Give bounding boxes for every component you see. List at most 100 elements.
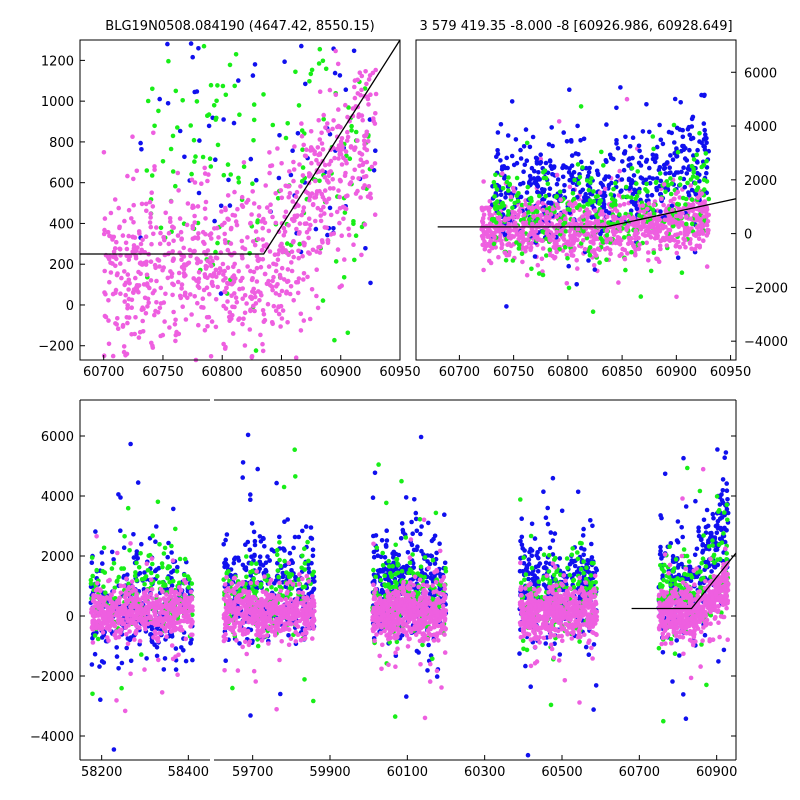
panel-bottom-point-pink (117, 606, 123, 612)
panel-top-right-point-blue (561, 188, 567, 194)
panel-top-left-point-green (323, 66, 329, 72)
panel-top-right-point-blue (681, 143, 686, 149)
panel-top-left-point-green (351, 219, 356, 224)
panel-top-left-x-axis: 60700 60750 60800 60850 60900 60950 (83, 355, 421, 380)
panel-top-left-point-pink (151, 231, 156, 237)
panel-top-left-point-green (200, 154, 206, 160)
panel-top-left-point-pink (352, 78, 358, 83)
panel-top-right-point-pink (557, 219, 563, 224)
panel-bottom-point-blue (308, 525, 314, 530)
panel-top-left-point-pink (320, 194, 326, 200)
panel-top-left-point-pink (308, 222, 313, 228)
panel-bottom-point-pink (99, 598, 104, 604)
panel-bottom-point-pink (183, 636, 189, 642)
panel-top-left-point-pink (343, 158, 348, 163)
panel-top-right-point-pink (499, 245, 504, 251)
panel-bottom-point-pink (131, 601, 136, 606)
panel-bottom-point-pink (238, 605, 243, 611)
panel-top-right-point-blue (498, 192, 504, 197)
panel-top-left-point-green (251, 138, 256, 143)
panel-top-left-point-green (250, 181, 255, 186)
panel-top-left-x-tick-label: 60700 (83, 365, 124, 380)
panel-top-left-point-pink (292, 144, 297, 149)
panel-top-left-point-pink (322, 188, 328, 193)
panel-bottom-point-blue (131, 532, 136, 537)
panel-top-left-point-pink (122, 218, 127, 224)
panel-top-right-point-pink (480, 242, 486, 248)
panel-bottom-point-pink (144, 561, 150, 566)
panel-top-left-point-green (317, 46, 323, 52)
panel-top-right-point-pink (564, 281, 570, 286)
panel-top-right-point-blue (621, 167, 627, 173)
panel-top-right-point-blue (636, 143, 642, 149)
panel-top-right-point-blue (543, 160, 549, 166)
panel-top-right-point-green (589, 176, 594, 181)
panel-top-left-point-pink (140, 305, 145, 311)
panel-bottom-point-pink (172, 620, 177, 626)
panel-top-right-point-pink (626, 235, 632, 241)
panel-top-right-point-pink (670, 220, 675, 225)
panel-bottom-point-pink (152, 613, 158, 618)
panel-top-left-point-pink (181, 271, 187, 276)
panel-bottom-point-green (119, 685, 124, 691)
panel-bottom-point-pink (109, 616, 115, 622)
panel-bottom-point-blue (310, 547, 316, 553)
panel-bottom-point-pink (296, 581, 302, 587)
panel-top-left-point-pink (233, 219, 239, 224)
panel-bottom-point-pink (133, 631, 139, 636)
panel-top-left-point-pink (187, 247, 193, 253)
panel-bottom-point-blue (183, 658, 189, 664)
panel-top-right-point-pink (617, 203, 623, 208)
panel-top-left-point-pink (261, 312, 267, 317)
panel-top-left-point-pink (296, 248, 301, 254)
panel-top-left-point-pink (295, 279, 301, 285)
panel-top-left-point-pink (301, 318, 307, 323)
panel-bottom-point-green (186, 585, 191, 590)
panel-top-left-point-pink (142, 295, 148, 301)
panel-top-right-point-pink (673, 244, 679, 249)
panel-top-left-point-pink (291, 167, 297, 172)
panel-top-right-point-green (644, 181, 649, 187)
panel-top-right-point-blue (509, 153, 515, 159)
panel-bottom-point-pink (142, 667, 147, 672)
panel-top-left-point-blue (351, 48, 357, 54)
panel-bottom-point-green (302, 677, 307, 682)
panel-top-right-point-green (651, 250, 657, 255)
panel-bottom-point-blue (260, 563, 266, 568)
panel-bottom-point-green (281, 484, 287, 490)
panel-top-left-point-pink (174, 329, 179, 335)
panel-top-right-point-pink (591, 263, 597, 268)
panel-top-right-point-blue (549, 201, 554, 206)
panel-top-left-point-pink (303, 153, 309, 159)
panel-top-right-point-blue (657, 122, 662, 128)
panel-top-right-point-green (587, 245, 593, 250)
panel-bottom-point-green (155, 573, 160, 579)
panel-top-left-point-pink (316, 118, 322, 123)
panel-top-right-point-blue (564, 139, 570, 144)
panel-top-right-point-blue (647, 129, 652, 135)
panel-bottom-point-pink (93, 588, 99, 593)
panel-top-right-point-green (557, 189, 563, 195)
panel-top-left-point-pink (195, 257, 201, 262)
panel-bottom-point-pink (150, 596, 155, 601)
panel-top-right-point-pink (571, 239, 577, 244)
panel-top-left-point-pink (221, 272, 226, 277)
panel-top-left-point-pink (110, 291, 116, 297)
panel-top-right-point-pink (646, 250, 651, 255)
panel-top-left-point-green (296, 103, 302, 108)
panel-top-right-point-green (537, 193, 542, 199)
panel-top-left-point-pink (210, 274, 215, 279)
panel-bottom-point-green (292, 447, 298, 453)
panel-top-left-point-pink (225, 193, 231, 198)
panel-top-left-point-pink (260, 308, 266, 313)
panel-top-right-point-blue (639, 154, 644, 160)
panel-bottom-point-pink (116, 634, 122, 640)
panel-bottom-point-blue (135, 556, 140, 561)
panel-top-left-point-pink (133, 275, 138, 281)
panel-bottom-point-green (305, 539, 310, 545)
panel-top-right-point-green (525, 184, 531, 190)
panel-bottom-point-pink (152, 606, 158, 611)
panel-top-right-point-green (565, 255, 570, 261)
panel-top-right-point-pink (551, 234, 556, 239)
panel-bottom-point-pink (172, 606, 178, 612)
